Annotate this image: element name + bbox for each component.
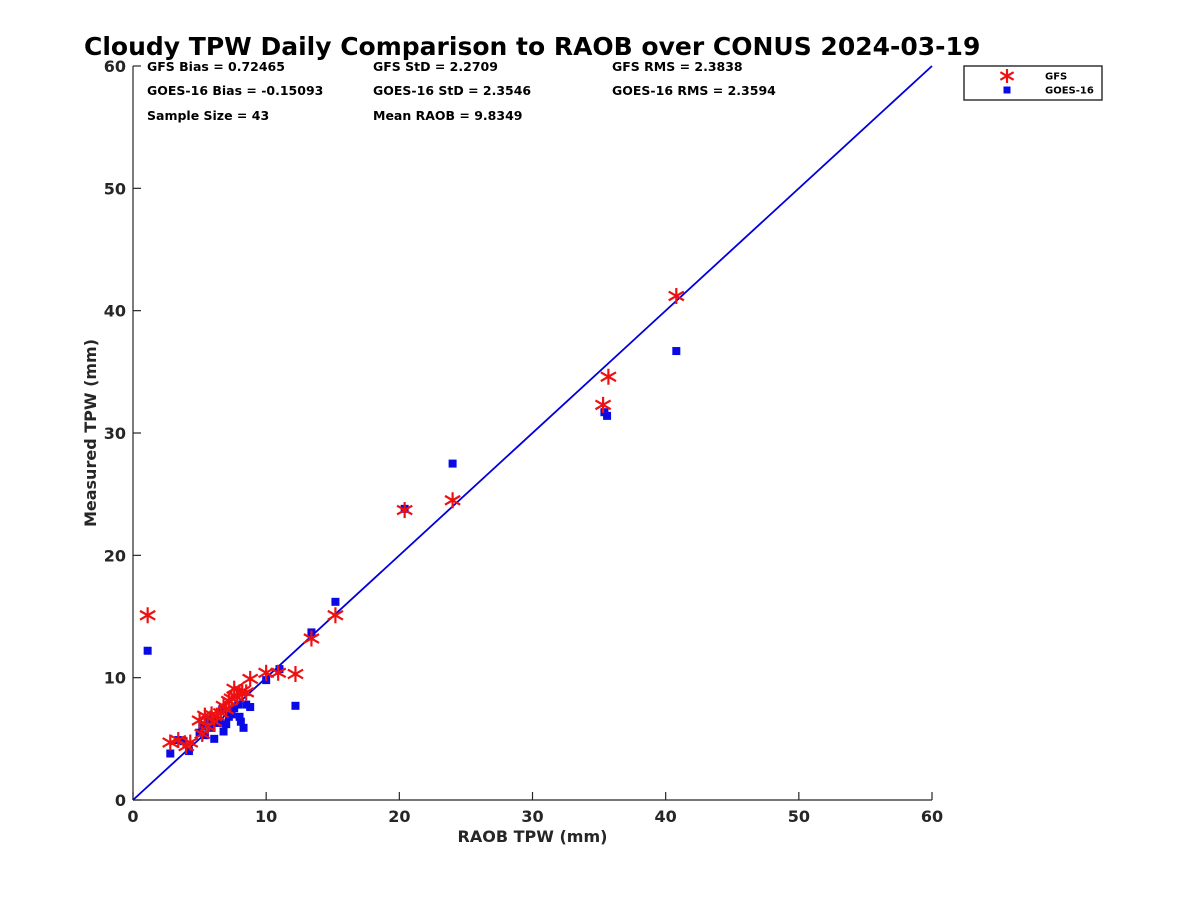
- stat-text: GFS RMS = 2.3838: [612, 59, 743, 74]
- goes16-point: [246, 703, 255, 712]
- goes16-point: [222, 720, 231, 729]
- goes16-point: [239, 723, 248, 732]
- gfs-point: [594, 396, 612, 413]
- stats-block: GFS Bias = 0.72465 GFS StD = 2.2709 GFS RM…: [147, 59, 776, 123]
- x-tick-label: 60: [921, 807, 943, 826]
- goes16-point: [210, 734, 219, 743]
- y-tick-label: 20: [104, 546, 126, 565]
- x-tick-label: 40: [655, 807, 677, 826]
- goes16-point: [143, 646, 152, 655]
- y-tick-label: 50: [104, 179, 126, 198]
- stat-text: GOES-16 RMS = 2.3594: [612, 83, 776, 98]
- gfs-point: [170, 732, 187, 749]
- series-goes-16: [143, 347, 681, 758]
- one-to-one-line: [132, 65, 933, 801]
- goes16-point: [227, 710, 236, 719]
- x-tick-label: 30: [521, 807, 543, 826]
- y-tick-label: 60: [104, 57, 126, 76]
- x-tick-label: 20: [388, 807, 410, 826]
- stat-text: Mean RAOB = 9.8349: [373, 108, 522, 123]
- legend-label: GFS: [1045, 72, 1067, 83]
- goes16-point: [215, 718, 224, 727]
- legend-box: [963, 65, 1103, 101]
- goes16-point: [184, 747, 193, 756]
- gfs-point: [238, 684, 255, 701]
- gfs-point: [668, 287, 685, 304]
- goes16-point: [331, 597, 340, 606]
- goes16-point: [275, 665, 284, 674]
- goes16-point: [179, 737, 188, 746]
- goes16-point: [234, 700, 243, 709]
- goes16-point: [219, 727, 228, 736]
- x-tick-label: 10: [255, 807, 277, 826]
- y-tick-label: 10: [104, 669, 126, 688]
- gfs-point: [182, 734, 199, 751]
- goes16-point: [448, 459, 457, 468]
- gfs-point: [396, 502, 413, 519]
- goes16-point: [218, 705, 227, 714]
- gfs-point: [270, 664, 287, 681]
- gfs-point: [444, 492, 461, 509]
- stat-text: GOES-16 Bias = -0.15093: [147, 83, 323, 98]
- goes16-point: [291, 701, 300, 710]
- plot-area: 0 10 20 30 40 50 60 0 10 20 30 40 50 60 RAOB TPW (mm) M…: [81, 57, 943, 846]
- gfs-point: [600, 368, 617, 385]
- gfs-point: [218, 701, 235, 718]
- chart-title: Cloudy TPW Daily Comparison to RAOB over…: [84, 32, 980, 61]
- y-tick-label: 40: [104, 302, 126, 321]
- goes16-point: [166, 749, 175, 758]
- stat-text: GFS Bias = 0.72465: [147, 59, 285, 74]
- stat-text: Sample Size = 43: [147, 108, 269, 123]
- stat-text: GOES-16 StD = 2.3546: [373, 83, 531, 98]
- goes16-point: [603, 411, 612, 420]
- gfs-point: [139, 607, 156, 624]
- goes16-point: [672, 347, 681, 356]
- gfs-point: [242, 670, 259, 687]
- gfs-point: [287, 665, 304, 682]
- legend-gfs-marker: [999, 69, 1015, 83]
- legend-goes16-marker: [1003, 86, 1011, 94]
- x-tick-label: 50: [788, 807, 810, 826]
- stat-text: GFS StD = 2.2709: [373, 59, 498, 74]
- gfs-point: [303, 630, 320, 647]
- x-tick-label: 0: [127, 807, 138, 826]
- y-axis-label: Measured TPW (mm): [81, 339, 100, 527]
- goes16-point: [236, 717, 245, 726]
- y-tick-label: 30: [104, 424, 126, 443]
- legend: GFS GOES-16: [963, 65, 1103, 101]
- gfs-point: [327, 607, 344, 624]
- legend-label: GOES-16: [1045, 86, 1094, 97]
- goes16-point: [235, 712, 244, 721]
- x-axis-label: RAOB TPW (mm): [458, 827, 608, 846]
- y-tick-label: 0: [115, 791, 126, 810]
- series-gfs: [139, 287, 685, 755]
